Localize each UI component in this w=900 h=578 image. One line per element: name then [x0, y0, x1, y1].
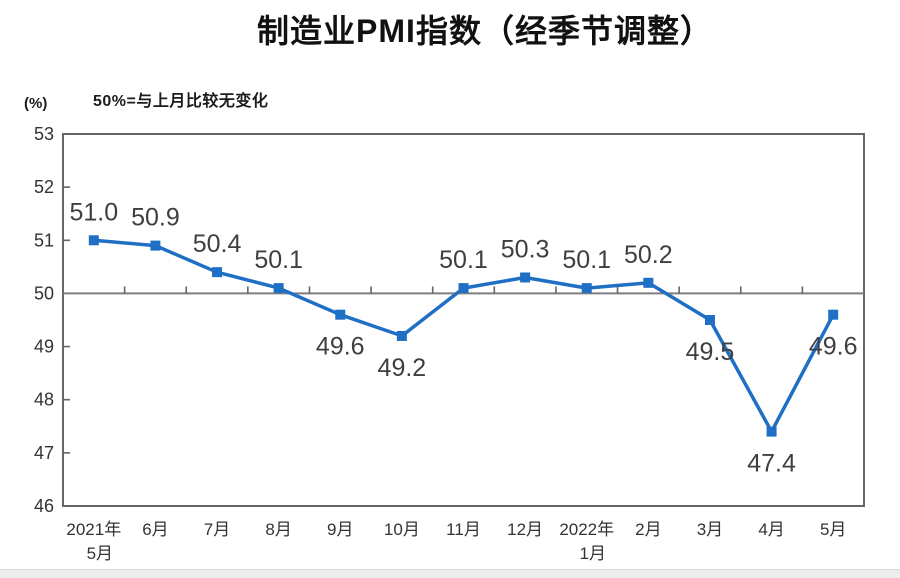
- data-point-marker: [766, 426, 777, 437]
- x-tick-label: 12月: [507, 520, 543, 539]
- chart-title: 制造业PMI指数（经季节调整）: [257, 13, 713, 49]
- x-tick-label: 2021年: [66, 520, 121, 539]
- data-label: 49.5: [686, 338, 735, 366]
- y-tick-label: 52: [34, 177, 54, 197]
- data-point-marker: [273, 283, 284, 294]
- data-point-marker: [88, 235, 99, 246]
- y-tick-label: 49: [34, 337, 54, 357]
- x-tick-label: 5月: [820, 520, 846, 539]
- y-tick-label: 46: [34, 496, 54, 516]
- x-tick-label: 8月: [265, 520, 291, 539]
- data-label: 50.2: [624, 241, 673, 269]
- x-tick-label: 11月: [446, 520, 481, 539]
- x-tick-label: 4月: [758, 520, 784, 539]
- x-tick-label: 7月: [204, 520, 230, 539]
- data-label: 49.6: [809, 333, 858, 361]
- x-tick-label: 9月: [327, 520, 353, 539]
- y-tick-label: 48: [34, 390, 54, 410]
- x-tick-label-line2: 1月: [579, 544, 605, 563]
- x-tick-label: 3月: [697, 520, 723, 539]
- data-label: 50.4: [193, 230, 242, 258]
- plot-border: [62, 133, 865, 507]
- data-label: 49.6: [316, 333, 365, 361]
- data-point-marker: [335, 309, 346, 320]
- reference-note: 50%=与上月比较无变化: [93, 93, 269, 110]
- x-tick-label: 2月: [635, 520, 661, 539]
- data-point-marker: [581, 283, 592, 294]
- y-axis-unit-label: (%): [24, 95, 48, 112]
- data-label: 50.1: [439, 246, 488, 274]
- data-label: 51.0: [69, 198, 118, 226]
- y-tick-label: 50: [34, 283, 54, 303]
- data-point-marker: [520, 272, 531, 283]
- data-label: 47.4: [747, 450, 796, 478]
- data-point-marker: [704, 315, 715, 325]
- page-bottom-bar: [0, 569, 900, 578]
- y-tick-label: 53: [34, 124, 54, 144]
- data-label: 50.1: [254, 246, 303, 274]
- x-tick-label: 10月: [384, 520, 420, 539]
- data-point-marker: [150, 240, 161, 251]
- data-point-marker: [458, 283, 469, 294]
- x-tick-label: 6月: [142, 520, 168, 539]
- data-label: 50.3: [501, 235, 550, 263]
- data-point-marker: [396, 330, 407, 341]
- x-tick-label: 2022年: [559, 520, 614, 539]
- x-tick-label-line2: 5月: [87, 544, 113, 563]
- y-tick-label: 51: [34, 230, 54, 250]
- data-label: 50.1: [562, 246, 611, 274]
- data-point-marker: [828, 309, 839, 320]
- data-point-marker: [212, 267, 223, 278]
- data-label: 50.9: [131, 204, 180, 232]
- data-label: 49.2: [378, 354, 427, 382]
- data-point-marker: [643, 277, 654, 288]
- y-tick-label: 47: [34, 443, 54, 463]
